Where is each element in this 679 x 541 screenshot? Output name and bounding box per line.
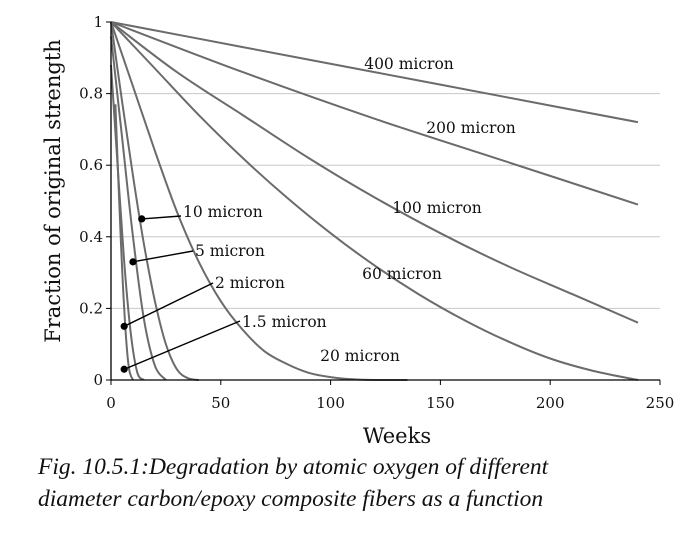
- x-tick-label-0: 0: [106, 394, 116, 412]
- annotation-label-1-5-micron: 1.5 micron: [242, 313, 327, 331]
- figure-caption-line-2: diameter carbon/epoxy composite fibers a…: [38, 486, 544, 512]
- annotation-marker-2-micron: [120, 322, 128, 330]
- annotation-label-5-micron: 5 micron: [195, 242, 265, 260]
- series-line-200-micron: [110, 21, 639, 206]
- annotation-label-200-micron: 200 micron: [426, 119, 516, 137]
- annotation-label-400-micron: 400 micron: [364, 55, 454, 73]
- annotation-label-100-micron: 100 micron: [392, 199, 482, 217]
- data-series: [110, 21, 639, 382]
- annotation-label-20-micron: 20 micron: [320, 347, 400, 365]
- y-tick-label-1: 1: [93, 13, 103, 31]
- y-axis-title: Fraction of original strength: [41, 39, 65, 343]
- x-tick-label-50: 50: [211, 394, 230, 412]
- y-tick-label-0: 0: [93, 371, 103, 389]
- series-annotations: 400 micron 200 micron 100 micron 60 micron 2…: [120, 55, 516, 373]
- annotation-label-10-micron: 10 micron: [183, 203, 263, 221]
- y-tick-label-0-6: 0.6: [79, 156, 103, 174]
- series-line-100-micron: [110, 21, 639, 324]
- annotation-leader-2-micron: [123, 282, 214, 327]
- figure-caption-line-1: Fig. 10.5.1:Degradation by atomic oxygen…: [38, 454, 549, 480]
- series-line-20-micron: [110, 21, 408, 382]
- annotation-marker-10-micron: [138, 215, 146, 223]
- annotation-marker-1-5-micron: [120, 365, 128, 373]
- series-line-60-micron: [110, 21, 639, 381]
- annotation-leader-5-micron: [132, 250, 194, 263]
- gridlines: [111, 93, 660, 309]
- y-tick-label-0-2: 0.2: [79, 299, 103, 317]
- tick-labels: 0 50 100 150 200 250 0 0.2 0.4 0.6 0.8 1: [79, 13, 674, 412]
- annotation-label-2-micron: 2 micron: [215, 274, 285, 292]
- series-line-10-micron: [110, 21, 199, 381]
- annotation-label-60-micron: 60 micron: [362, 265, 442, 283]
- x-tick-label-200: 200: [536, 394, 565, 412]
- y-tick-label-0-8: 0.8: [79, 85, 103, 103]
- series-line-5-micron: [110, 36, 167, 381]
- x-tick-label-250: 250: [646, 394, 675, 412]
- x-axis-title: Weeks: [363, 424, 431, 448]
- annotation-marker-5-micron: [129, 258, 137, 266]
- series-line-1-5-micron: [114, 104, 134, 381]
- x-tick-label-150: 150: [426, 394, 455, 412]
- annotation-leader-1-5-micron: [123, 320, 241, 370]
- x-tick-label-100: 100: [316, 394, 345, 412]
- series-line-400-micron: [110, 21, 639, 124]
- y-tick-label-0-4: 0.4: [79, 228, 103, 246]
- annotation-leader-10-micron: [141, 215, 182, 220]
- axes: [106, 21, 661, 385]
